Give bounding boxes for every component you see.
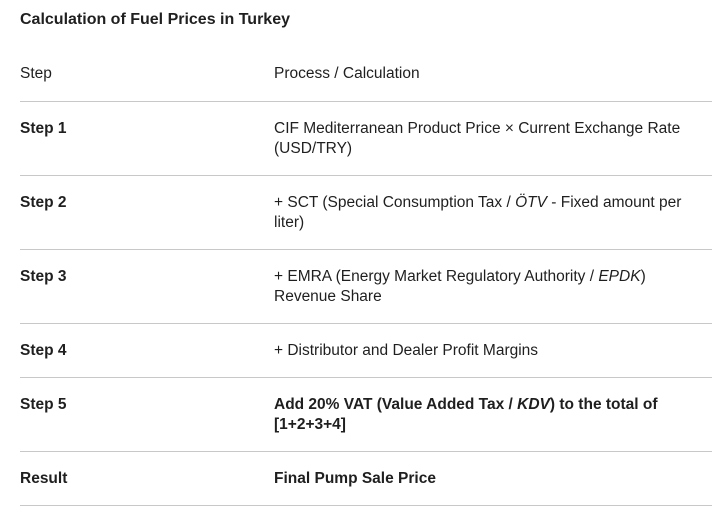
table-header-row: Step Process / Calculation xyxy=(20,54,712,102)
step-cell: Step 4 xyxy=(20,323,274,378)
process-cell: + SCT (Special Consumption Tax / ÖTV - F… xyxy=(274,175,712,250)
document-title: Calculation of Fuel Prices in Turkey xyxy=(20,11,290,28)
table-row: Step 3 + EMRA (Energy Market Regulatory A… xyxy=(20,249,712,324)
process-cell: Final Pump Sale Price xyxy=(274,451,712,506)
table-row: Step 4 + Distributor and Dealer Profit Ma… xyxy=(20,323,712,378)
table-row: Step 5 Add 20% VAT (Value Added Tax / KDV… xyxy=(20,377,712,452)
table-row: Step 1 CIF Mediterranean Product Price × … xyxy=(20,101,712,176)
column-header-step: Step xyxy=(20,54,274,102)
process-cell: + Distributor and Dealer Profit Margins xyxy=(274,323,712,378)
column-header-process: Process / Calculation xyxy=(274,54,712,102)
italic-term: ÖTV xyxy=(515,194,547,211)
step-cell: Step 2 xyxy=(20,175,274,250)
process-cell: CIF Mediterranean Product Price × Curren… xyxy=(274,101,712,176)
process-cell: Add 20% VAT (Value Added Tax / KDV) to t… xyxy=(274,377,712,452)
process-text: - Fixed amount per liter) xyxy=(274,194,682,231)
process-text: + EMRA (Energy Market Regulatory Authori… xyxy=(274,268,599,285)
process-text: Final Pump Sale Price xyxy=(274,470,436,487)
step-cell: Result xyxy=(20,451,274,506)
step-cell: Step 1 xyxy=(20,101,274,176)
italic-term: EPDK xyxy=(598,268,641,285)
step-cell: Step 3 xyxy=(20,249,274,324)
process-text: ) to the total of [1+2+3+4] xyxy=(274,396,658,433)
process-text: + Distributor and Dealer Profit Margins xyxy=(274,342,539,359)
process-text: CIF Mediterranean Product Price × Curren… xyxy=(274,120,681,157)
step-cell: Step 5 xyxy=(20,377,274,452)
process-text: ) Revenue Share xyxy=(274,268,646,305)
fuel-price-table: Step Process / Calculation Step 1 CIF Med… xyxy=(20,54,712,506)
process-text: Add 20% VAT (Value Added Tax / xyxy=(274,396,518,413)
italic-term: KDV xyxy=(517,396,550,413)
table-row: Step 2 + SCT (Special Consumption Tax / Ö… xyxy=(20,175,712,250)
table-row: Result Final Pump Sale Price xyxy=(20,451,712,506)
process-text: + SCT (Special Consumption Tax / xyxy=(274,194,516,211)
process-cell: + EMRA (Energy Market Regulatory Authori… xyxy=(274,249,712,324)
